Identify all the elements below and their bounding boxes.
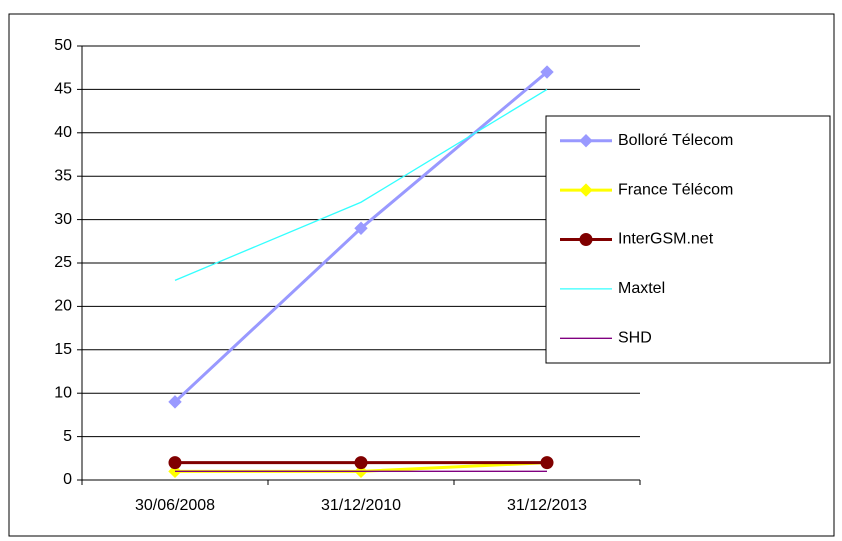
- legend-label: Bolloré Télecom: [618, 132, 733, 149]
- x-tick-label: 31/12/2010: [321, 497, 401, 514]
- y-tick-label: 0: [63, 471, 72, 488]
- legend-label: SHD: [618, 330, 652, 347]
- x-tick-label: 31/12/2013: [507, 497, 587, 514]
- y-tick-label: 5: [63, 428, 72, 445]
- marker: [168, 395, 182, 409]
- legend-label: France Télécom: [618, 181, 733, 198]
- y-tick-label: 25: [54, 254, 72, 271]
- legend-label: InterGSM.net: [618, 231, 714, 248]
- marker: [579, 133, 593, 148]
- y-tick-label: 20: [54, 298, 72, 315]
- legend-label: Maxtel: [618, 280, 665, 297]
- y-tick-label: 30: [54, 211, 72, 228]
- marker: [354, 456, 368, 470]
- marker: [168, 456, 182, 470]
- marker: [540, 65, 554, 79]
- x-tick-label: 30/06/2008: [135, 497, 215, 514]
- marker: [579, 183, 593, 197]
- y-tick-label: 50: [54, 37, 72, 54]
- y-tick-label: 15: [54, 341, 72, 358]
- y-tick-label: 45: [54, 81, 72, 98]
- y-tick-label: 40: [54, 124, 72, 141]
- marker: [540, 456, 554, 470]
- y-tick-label: 35: [54, 167, 72, 184]
- y-tick-label: 10: [54, 384, 72, 401]
- marker: [354, 221, 368, 235]
- series-line: [174, 88, 548, 281]
- marker: [579, 233, 593, 246]
